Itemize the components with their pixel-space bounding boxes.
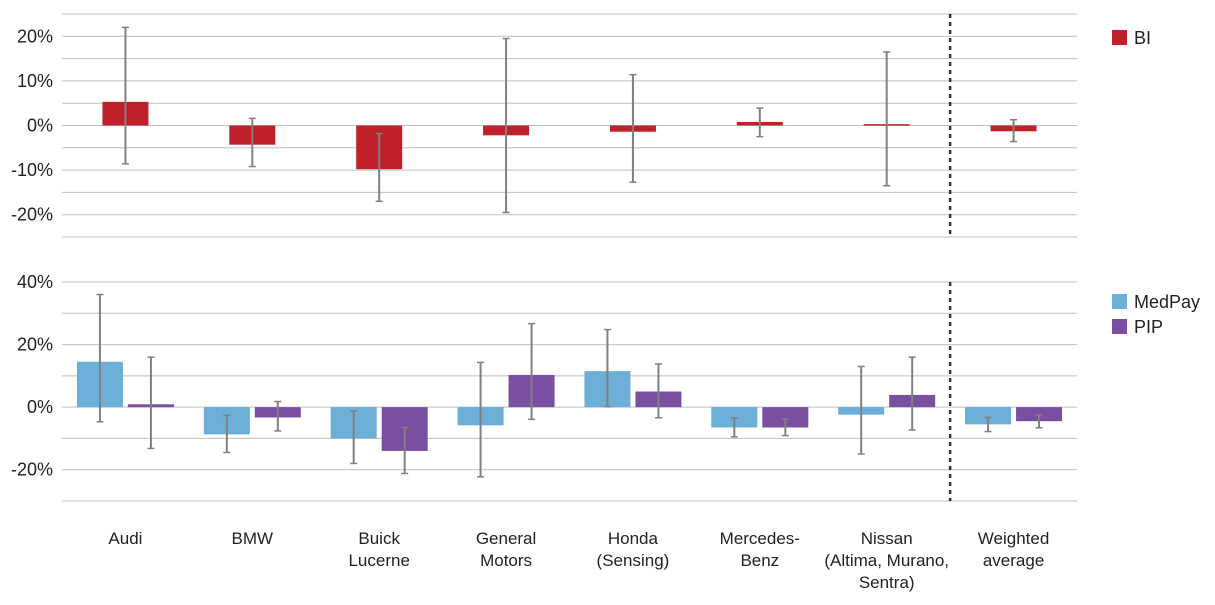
bi-error-bar-bi-mercedes-benz bbox=[756, 107, 764, 138]
medpay-pip-error-bar-medpay-mercedes-benz bbox=[730, 417, 738, 438]
bi-y-tick-labels: -20% -10% 0% 10% 20% bbox=[11, 26, 53, 224]
medpay-pip-y-tick-labels: -20% 0% 20% 40% bbox=[11, 272, 53, 480]
medpay-pip-error-bar-medpay-general-motors bbox=[477, 361, 485, 478]
bi-error-bar-bi-weighted-average bbox=[1010, 118, 1018, 143]
bi-bars bbox=[102, 101, 1037, 170]
legend-swatch-bi bbox=[1112, 30, 1127, 45]
bi-y-tick-label: -20% bbox=[11, 205, 53, 225]
bi-y-tick-label: 20% bbox=[17, 26, 53, 46]
medpay-pip-bar-pip-mercedes-benz bbox=[762, 407, 809, 428]
category-label-buick-lucerne: Buick Lucerne bbox=[348, 529, 409, 570]
medpay-pip-error-bar-medpay-weighted-average bbox=[984, 416, 992, 433]
medpay-pip-y-tick-label: -20% bbox=[11, 460, 53, 480]
bi-error-bar-bi-audi bbox=[121, 26, 129, 165]
medpay-pip-bar-medpay-weighted-average bbox=[965, 407, 1012, 425]
bi-error-bar-bi-bmw bbox=[248, 117, 256, 168]
category-label-mercedes-benz: Mercedes-Benz bbox=[720, 529, 800, 570]
medpay-pip-error-bar-pip-weighted-average bbox=[1035, 414, 1043, 429]
bi-error-bar-bi-general-motors bbox=[502, 37, 510, 214]
bi-error-bar-bi-buick-lucerne bbox=[375, 132, 383, 203]
category-label-weighted-average: Weighted average bbox=[978, 529, 1050, 570]
medpay-pip-error-bar-pip-audi bbox=[147, 356, 155, 450]
category-label-general-motors: General Motors bbox=[476, 529, 536, 570]
bi-legend: BI bbox=[1112, 28, 1151, 48]
medpay-pip-error-bar-pip-bmw bbox=[274, 400, 282, 432]
bi-y-tick-label: -10% bbox=[11, 160, 53, 180]
medpay-pip-gridlines bbox=[62, 281, 1077, 502]
medpay-pip-bars bbox=[76, 361, 1063, 451]
medpay-pip-error-bar-pip-honda-sensing bbox=[654, 363, 662, 419]
category-label-audi: Audi bbox=[108, 529, 142, 548]
medpay-pip-error-bar-pip-mercedes-benz bbox=[781, 418, 789, 437]
bi-y-tick-label: 0% bbox=[27, 116, 53, 136]
bi-error-bar-bi-nissan-altima-murano-sentra bbox=[883, 51, 891, 187]
medpay-pip-legend: MedPay PIP bbox=[1112, 292, 1200, 337]
bi-error-bars bbox=[121, 26, 1018, 214]
category-labels: Audi BMW Buick Lucerne General Motors Honda (Se… bbox=[108, 529, 1049, 592]
medpay-pip-y-tick-label: 40% bbox=[17, 272, 53, 292]
medpay-pip-error-bar-medpay-nissan-altima-murano-sentra bbox=[857, 365, 865, 455]
medpay-pip-error-bar-pip-buick-lucerne bbox=[401, 426, 409, 475]
medpay-pip-error-bar-medpay-buick-lucerne bbox=[350, 410, 358, 465]
medpay-pip-y-tick-label: 20% bbox=[17, 335, 53, 355]
medpay-pip-error-bar-pip-general-motors bbox=[528, 322, 536, 421]
legend-label-medpay: MedPay bbox=[1134, 292, 1200, 312]
bi-gridlines bbox=[62, 13, 1077, 238]
medpay-pip-error-bar-pip-nissan-altima-murano-sentra bbox=[908, 356, 916, 431]
medpay-pip-error-bars bbox=[96, 293, 1043, 478]
legend-label-bi: BI bbox=[1134, 28, 1151, 48]
legend-swatch-medpay bbox=[1112, 294, 1127, 309]
bi-panel: -20% -10% 0% 10% 20% BI bbox=[11, 13, 1151, 238]
bi-y-tick-label: 10% bbox=[17, 71, 53, 91]
medpay-pip-bar-pip-weighted-average bbox=[1016, 407, 1063, 422]
legend-swatch-pip bbox=[1112, 319, 1127, 334]
medpay-pip-panel: -20% 0% 20% 40% MedPay PIP bbox=[11, 272, 1200, 502]
medpay-pip-y-tick-label: 0% bbox=[27, 397, 53, 417]
category-label-nissan-altima-murano-sentra: Nissan (Altima, Murano, Sentra) bbox=[824, 529, 949, 592]
bi-error-bar-bi-honda-sensing bbox=[629, 73, 637, 183]
legend-label-pip: PIP bbox=[1134, 317, 1163, 337]
category-label-honda-sensing: Honda (Sensing) bbox=[597, 529, 670, 570]
medpay-pip-error-bar-medpay-honda-sensing bbox=[603, 328, 611, 408]
medpay-pip-error-bar-medpay-audi bbox=[96, 293, 104, 423]
medpay-pip-error-bar-medpay-bmw bbox=[223, 414, 231, 454]
category-label-bmw: BMW bbox=[232, 529, 274, 548]
